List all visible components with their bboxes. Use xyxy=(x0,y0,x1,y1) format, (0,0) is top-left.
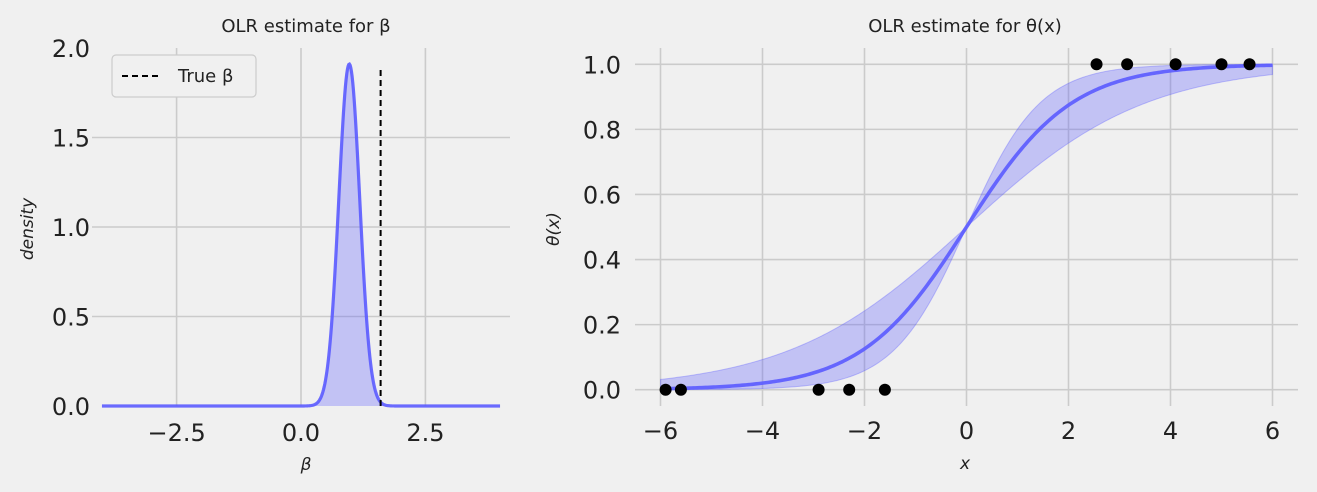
observation-point xyxy=(674,383,687,396)
x-tick-label: 6 xyxy=(1265,417,1280,445)
observation-points xyxy=(659,58,1256,396)
observation-point xyxy=(878,383,891,396)
legend: True β xyxy=(111,54,257,98)
observation-point xyxy=(1169,58,1182,71)
y-tick-label: 0.0 xyxy=(583,377,621,405)
x-tick-label: 0 xyxy=(959,417,974,445)
observation-point xyxy=(1121,58,1134,71)
y-tick-label: 0.4 xyxy=(583,247,621,275)
y-tick-label: 1.5 xyxy=(52,125,90,153)
credible-band xyxy=(660,63,1273,391)
observation-point xyxy=(843,383,856,396)
x-tick-label: 2 xyxy=(1061,417,1076,445)
legend-box xyxy=(111,54,257,98)
chart-title-left: OLR estimate for β xyxy=(221,16,390,37)
y-ticks-right: 0.0 0.2 0.4 0.6 0.8 1.0 xyxy=(583,51,621,404)
observation-point xyxy=(1090,58,1103,71)
y-tick-label: 0.6 xyxy=(583,181,621,209)
y-tick-label: 0.0 xyxy=(52,393,90,421)
grid-right xyxy=(635,48,1298,406)
y-axis-label-left: density xyxy=(18,197,38,260)
observation-point xyxy=(1243,58,1256,71)
observation-point xyxy=(659,383,672,396)
x-axis-label-right: x xyxy=(959,454,971,474)
x-tick-label: 0.0 xyxy=(282,419,320,447)
y-tick-label: 1.0 xyxy=(52,214,90,242)
x-tick-label: 2.5 xyxy=(406,419,444,447)
chart-title-right: OLR estimate for θ(x) xyxy=(868,16,1062,37)
y-axis-label-right: θ(x) xyxy=(544,212,564,246)
mean-curve xyxy=(660,63,1273,391)
x-tick-label: −6 xyxy=(643,417,678,445)
x-tick-label: −4 xyxy=(745,417,780,445)
y-ticks-left: 0.0 0.5 1.0 1.5 2.0 xyxy=(52,35,90,421)
x-tick-label: −2.5 xyxy=(147,419,205,447)
y-tick-label: 0.2 xyxy=(583,312,621,340)
observation-point xyxy=(812,383,825,396)
x-ticks-left: −2.5 0.0 2.5 xyxy=(147,419,444,447)
y-tick-label: 2.0 xyxy=(52,35,90,63)
chart-beta-density: OLR estimate for β −2.5 0.0 2.5 0.0 0.5 1.0 1… xyxy=(18,16,510,475)
observation-point xyxy=(1215,58,1228,71)
x-tick-label: −2 xyxy=(847,417,882,445)
y-tick-label: 0.8 xyxy=(583,116,621,144)
x-tick-label: 4 xyxy=(1163,417,1178,445)
y-tick-label: 1.0 xyxy=(583,51,621,79)
density-curve xyxy=(101,62,501,408)
grid-left xyxy=(92,48,510,406)
x-ticks-right: −6 −4 −2 0 2 4 6 xyxy=(643,417,1280,445)
x-axis-label-left: β xyxy=(300,455,312,475)
y-tick-label: 0.5 xyxy=(52,304,90,332)
chart-theta-logistic: OLR estimate for θ(x) −6 −4 −2 0 2 4 6 0.00.20… xyxy=(544,16,1298,474)
legend-label-true-beta: True β xyxy=(177,66,233,87)
